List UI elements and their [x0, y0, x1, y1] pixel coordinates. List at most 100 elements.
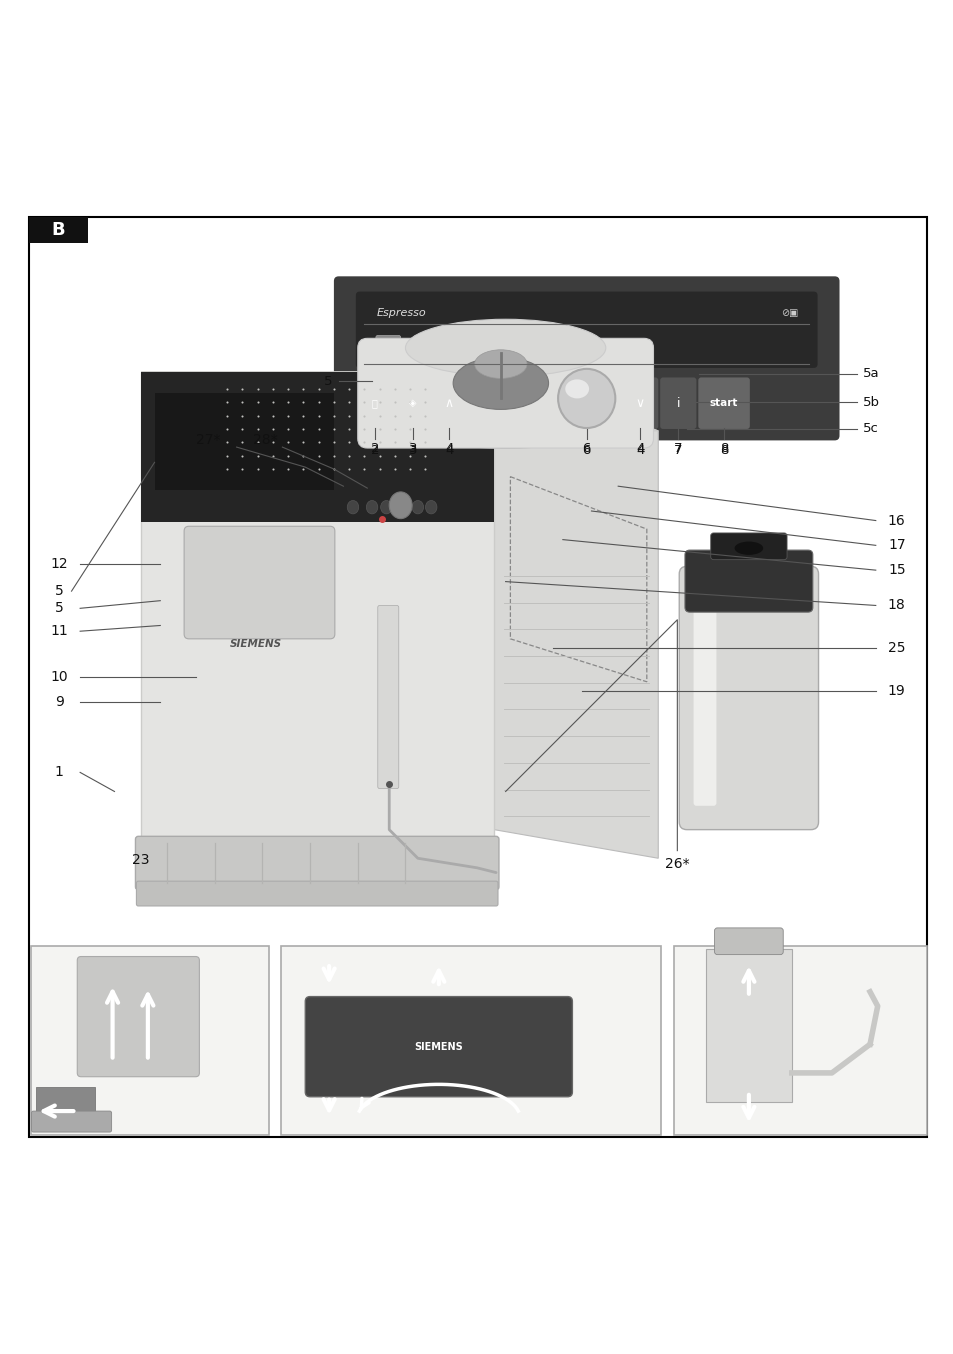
FancyBboxPatch shape [693, 609, 716, 806]
Text: 19: 19 [887, 684, 904, 699]
FancyBboxPatch shape [154, 393, 334, 490]
Text: ◈: ◈ [409, 398, 416, 408]
FancyBboxPatch shape [705, 949, 791, 1102]
Text: 3: 3 [409, 443, 416, 455]
FancyBboxPatch shape [29, 217, 88, 242]
FancyBboxPatch shape [566, 336, 591, 359]
FancyBboxPatch shape [29, 217, 926, 1137]
FancyBboxPatch shape [710, 533, 786, 559]
Text: ⊘▣: ⊘▣ [781, 307, 798, 318]
FancyBboxPatch shape [136, 881, 497, 906]
Text: 4: 4 [445, 443, 453, 455]
FancyBboxPatch shape [135, 837, 498, 890]
FancyBboxPatch shape [30, 946, 269, 1135]
FancyBboxPatch shape [305, 997, 572, 1097]
Text: 17: 17 [887, 539, 904, 552]
Ellipse shape [380, 501, 392, 515]
FancyBboxPatch shape [452, 336, 476, 359]
Text: 5: 5 [54, 584, 64, 598]
Ellipse shape [453, 357, 548, 409]
Text: 2: 2 [371, 443, 378, 455]
Text: 9: 9 [54, 695, 64, 708]
Text: 4: 4 [636, 443, 643, 455]
Ellipse shape [405, 320, 605, 376]
FancyBboxPatch shape [659, 378, 696, 429]
Text: 6: 6 [582, 444, 590, 458]
Text: 6: 6 [582, 443, 590, 455]
Text: 5: 5 [323, 375, 332, 387]
Ellipse shape [425, 501, 436, 515]
Ellipse shape [558, 368, 615, 428]
Text: 18: 18 [887, 598, 904, 612]
Text: 7: 7 [674, 443, 681, 455]
FancyBboxPatch shape [334, 276, 839, 440]
FancyBboxPatch shape [355, 291, 817, 368]
Polygon shape [36, 1087, 95, 1118]
Text: ⛋: ⛋ [372, 398, 377, 408]
Text: 5b: 5b [862, 395, 880, 409]
FancyBboxPatch shape [621, 378, 658, 429]
Ellipse shape [399, 501, 411, 515]
Text: 2: 2 [371, 444, 378, 458]
FancyBboxPatch shape [77, 956, 199, 1076]
Text: 7: 7 [674, 444, 681, 458]
FancyBboxPatch shape [395, 378, 431, 429]
Text: B: B [51, 221, 65, 240]
Text: Espresso: Espresso [376, 307, 426, 318]
Ellipse shape [389, 492, 412, 519]
Text: 12: 12 [51, 558, 68, 571]
Text: SIEMENS: SIEMENS [414, 1043, 463, 1052]
Ellipse shape [734, 542, 762, 555]
FancyBboxPatch shape [414, 336, 438, 359]
Text: 8: 8 [720, 444, 727, 458]
Text: ∨: ∨ [635, 397, 644, 410]
FancyBboxPatch shape [377, 605, 398, 788]
Text: 4: 4 [636, 444, 643, 458]
FancyBboxPatch shape [281, 946, 660, 1135]
FancyBboxPatch shape [356, 378, 393, 429]
FancyBboxPatch shape [528, 336, 553, 359]
Text: 23: 23 [132, 853, 150, 867]
FancyBboxPatch shape [673, 946, 926, 1135]
FancyBboxPatch shape [31, 1112, 112, 1132]
Text: 10: 10 [51, 670, 68, 684]
Polygon shape [494, 372, 658, 858]
Text: 8: 8 [720, 443, 727, 455]
Ellipse shape [564, 379, 588, 398]
Polygon shape [141, 372, 494, 523]
Text: 3: 3 [409, 444, 416, 458]
Text: start: start [709, 398, 738, 408]
FancyBboxPatch shape [375, 336, 400, 359]
Text: 27*: 27* [195, 433, 220, 447]
Text: 11: 11 [51, 624, 68, 638]
Polygon shape [141, 372, 494, 879]
Ellipse shape [347, 501, 358, 515]
Text: 16: 16 [887, 513, 904, 528]
FancyBboxPatch shape [431, 378, 467, 429]
Text: ∨: ∨ [581, 370, 591, 382]
FancyBboxPatch shape [714, 927, 782, 955]
FancyBboxPatch shape [679, 566, 818, 830]
Text: 1: 1 [54, 765, 64, 780]
Text: 5c: 5c [862, 422, 879, 436]
Text: 5: 5 [54, 601, 64, 615]
FancyBboxPatch shape [184, 527, 335, 639]
Ellipse shape [412, 501, 423, 515]
Text: 28*: 28* [253, 433, 277, 447]
Text: 5a: 5a [862, 367, 879, 380]
Text: i: i [676, 397, 679, 410]
FancyBboxPatch shape [684, 550, 812, 612]
Text: 4: 4 [445, 444, 453, 458]
Text: 26*: 26* [664, 857, 689, 871]
FancyBboxPatch shape [698, 378, 749, 429]
Ellipse shape [475, 349, 526, 378]
FancyBboxPatch shape [490, 336, 515, 359]
FancyBboxPatch shape [357, 338, 653, 448]
Text: ∧: ∧ [444, 397, 454, 410]
Ellipse shape [362, 372, 648, 448]
Text: 15: 15 [887, 563, 904, 577]
Ellipse shape [366, 501, 377, 515]
Polygon shape [141, 372, 658, 431]
Text: 25: 25 [887, 642, 904, 655]
Text: SIEMENS: SIEMENS [230, 639, 281, 649]
